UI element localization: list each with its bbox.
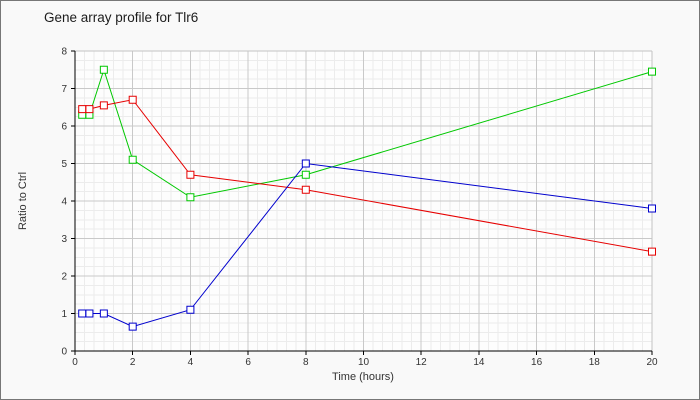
- x-axis-label: Time (hours): [332, 371, 394, 383]
- x-tick-label: 8: [303, 357, 309, 368]
- data-point-marker: [128, 155, 137, 164]
- x-tick-label: 6: [245, 357, 251, 368]
- x-tick-label: 4: [188, 357, 194, 368]
- x-tick-label: 20: [646, 357, 658, 368]
- x-tick-label: 12: [416, 357, 428, 368]
- grid-major: [75, 51, 652, 351]
- y-tick-label: 6: [61, 122, 67, 133]
- data-point-marker: [301, 185, 310, 194]
- data-point-marker: [99, 101, 108, 110]
- x-tick-label: 16: [531, 357, 543, 368]
- data-point-marker: [128, 322, 137, 331]
- series-green: [78, 65, 656, 202]
- data-point-marker: [85, 309, 94, 318]
- data-point-marker: [186, 170, 195, 179]
- y-tick-label: 7: [61, 84, 67, 95]
- data-point-marker: [128, 95, 137, 104]
- data-point-marker: [85, 105, 94, 114]
- data-point-marker: [301, 170, 310, 179]
- x-tick-labels: 0 2 4 6 8 10 12 14 16 18 20: [72, 357, 658, 368]
- data-point-marker: [78, 309, 87, 318]
- data-point-marker: [186, 305, 195, 314]
- data-point-marker: [99, 309, 108, 318]
- axes: [71, 50, 653, 355]
- data-point-marker: [648, 204, 656, 213]
- series-blue: [78, 159, 656, 331]
- y-tick-label: 8: [61, 47, 67, 58]
- data-point-marker: [78, 105, 87, 114]
- data-point-marker: [301, 159, 310, 168]
- y-tick-label: 2: [61, 272, 67, 283]
- y-tick-label: 3: [61, 234, 67, 245]
- data-point-marker: [648, 247, 656, 256]
- y-tick-label: 5: [61, 159, 67, 170]
- y-tick-label: 4: [61, 197, 67, 208]
- y-tick-labels: 0 1 2 3 4 5 6 7 8: [61, 47, 67, 358]
- data-point-marker: [99, 65, 108, 74]
- chart-title: Gene array profile for Tlr6: [44, 10, 199, 25]
- series-red: [78, 95, 656, 256]
- plot-frame: [75, 50, 653, 351]
- x-tick-label: 0: [72, 357, 78, 368]
- x-tick-label: 18: [589, 357, 601, 368]
- y-tick-label: 1: [61, 309, 67, 320]
- x-tick-label: 14: [473, 357, 485, 368]
- data-point-marker: [648, 67, 656, 76]
- data-point-marker: [186, 193, 195, 202]
- x-tick-label: 2: [130, 357, 136, 368]
- x-tick-label: 10: [358, 357, 370, 368]
- y-tick-label: 0: [61, 347, 67, 358]
